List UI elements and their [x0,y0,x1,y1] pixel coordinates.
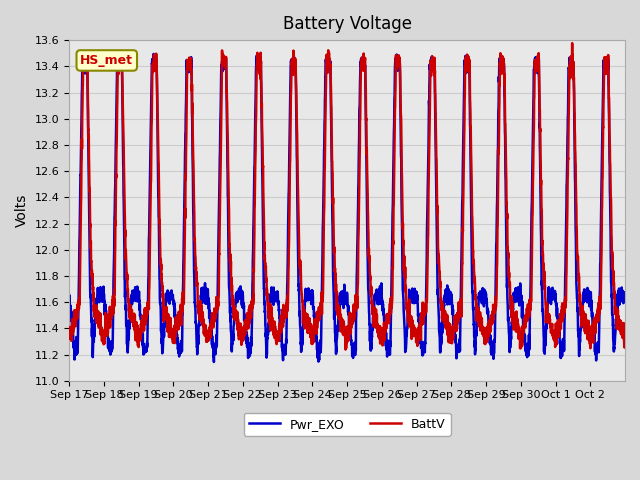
BattV [615,327,623,333]
Line: Pwr_EXO: Pwr_EXO [69,54,625,362]
Pwr_EXO [615,286,623,291]
BattV [342,347,349,352]
Pwr_EXO [210,359,218,365]
Pwr_EXO [150,51,157,57]
Pwr_EXO [179,281,187,287]
BattV [568,40,576,46]
BattV [419,312,426,318]
BattV [621,334,629,339]
Pwr_EXO [536,177,544,182]
Pwr_EXO [621,299,629,304]
Y-axis label: Volts: Volts [15,194,29,227]
BattV [503,212,511,218]
BattV [65,333,73,339]
Line: BattV: BattV [69,43,625,349]
Title: Battery Voltage: Battery Voltage [283,15,412,33]
Pwr_EXO [419,346,426,352]
BattV [468,168,476,173]
Text: HS_met: HS_met [80,54,133,67]
BattV [179,302,187,308]
Pwr_EXO [468,233,476,239]
BattV [536,126,544,132]
Legend: Pwr_EXO, BattV: Pwr_EXO, BattV [244,413,451,436]
Pwr_EXO [503,285,511,290]
Pwr_EXO [65,292,73,298]
